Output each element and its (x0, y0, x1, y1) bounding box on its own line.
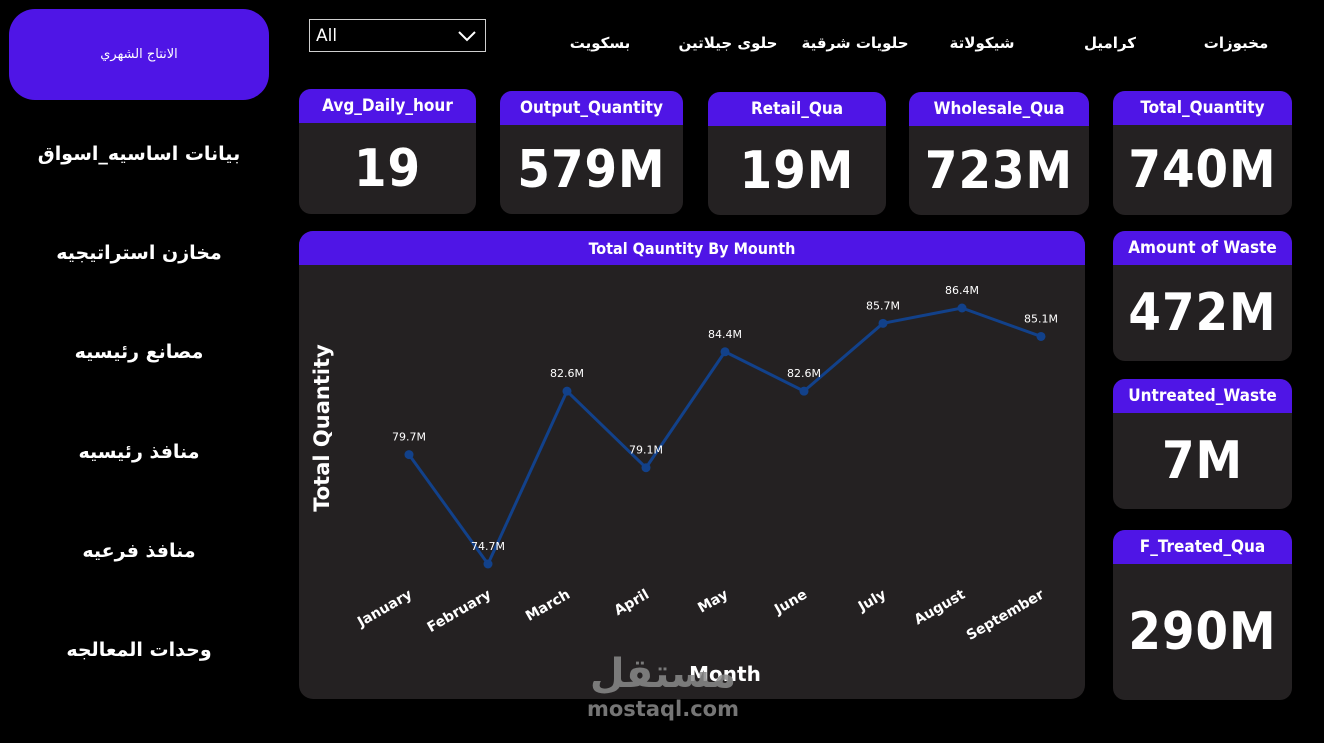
data-point[interactable] (957, 303, 967, 313)
kpi-card-avg-daily-hour: Avg_Daily_hour 19 (299, 89, 476, 214)
nav-item-main-factories[interactable]: مصانع رئيسيه (20, 332, 258, 372)
data-label: 84.4M (708, 328, 742, 341)
kpi-value: 7M (1161, 431, 1244, 491)
filter-selected-value: All (316, 25, 338, 46)
kpi-title: Retail_Qua (708, 92, 886, 126)
nav-item-label: وحدات المعالجه (66, 639, 212, 661)
data-point[interactable] (799, 386, 809, 396)
x-tick-label: September (964, 587, 1047, 644)
nav-item-treatment-units[interactable]: وحدات المعالجه (20, 630, 258, 670)
kpi-title: Output_Quantity (500, 91, 683, 125)
nav-item-label: مصانع رئيسيه (74, 341, 204, 363)
watermark-arabic: مستقل (589, 651, 737, 697)
category-label: كراميل (1084, 34, 1136, 52)
category-label: حلوى جيلاتين (678, 34, 778, 52)
x-tick-label: February (425, 587, 494, 636)
series-line (407, 306, 1042, 566)
category-bakery[interactable]: مخبوزات (1198, 30, 1274, 56)
data-point[interactable] (562, 386, 572, 396)
kpi-title: Avg_Daily_hour (299, 89, 476, 123)
nav-item-strategic-warehouses[interactable]: مخازن استراتيجيه (20, 233, 258, 273)
nav-item-monthly-production[interactable]: الانتاج الشهري (9, 9, 269, 100)
y-axis-label: Total Quantity (310, 344, 334, 512)
kpi-value: 723M (924, 140, 1074, 201)
data-label: 85.7M (866, 299, 900, 312)
x-tick-label: March (523, 587, 573, 625)
x-tick-label: April (612, 587, 652, 620)
chart-title: Total Qauntity By Mounth (299, 231, 1085, 265)
kpi-value: 19M (739, 140, 855, 201)
data-label: 74.7M (471, 540, 505, 553)
kpi-card-total-quantity: Total_Quantity 740M (1113, 91, 1292, 215)
kpi-card-output-quantity: Output_Quantity 579M (500, 91, 683, 214)
nav-item-markets-basic-data[interactable]: بيانات اساسيه_اسواق (20, 134, 258, 174)
kpi-title: Untreated_Waste (1113, 379, 1292, 413)
data-point[interactable] (483, 559, 493, 569)
category-chocolate[interactable]: شيكولاتة (944, 30, 1020, 56)
x-tick-label: June (771, 587, 810, 619)
category-label: شيكولاتة (949, 34, 1015, 52)
data-label: 85.1M (1024, 312, 1058, 325)
data-label: 86.4M (945, 284, 979, 297)
kpi-card-amount-of-waste: Amount of Waste 472M (1113, 231, 1292, 361)
kpi-value: 579M (517, 139, 666, 200)
data-label: 82.6M (550, 367, 584, 380)
kpi-card-untreated-waste: Untreated_Waste 7M (1113, 379, 1292, 509)
data-label: 79.1M (629, 444, 663, 457)
nav-item-label: بيانات اساسيه_اسواق (37, 143, 241, 165)
kpi-value: 290M (1128, 602, 1277, 662)
data-point[interactable] (404, 450, 414, 460)
data-label: 82.6M (787, 367, 821, 380)
x-tick-label: July (855, 587, 889, 616)
x-axis-label: Month (689, 662, 761, 686)
chevron-down-icon (458, 30, 476, 41)
category-oriental-sweets[interactable]: حلويات شرقية (800, 30, 910, 56)
data-point[interactable] (641, 463, 651, 473)
x-tick-label: January (354, 587, 415, 631)
chart-card-total-quantity-by-month: Total Qauntity By Mounth Total Quantity … (299, 231, 1085, 699)
category-label: بسكويت (569, 34, 631, 52)
category-caramel[interactable]: كراميل (1078, 30, 1142, 56)
mostaql-watermark: مستقل mostaql.com (578, 650, 748, 730)
data-point[interactable] (878, 318, 888, 328)
nav-item-label: منافذ فرعيه (82, 540, 196, 562)
data-point[interactable] (720, 347, 730, 357)
kpi-value: 472M (1128, 283, 1277, 343)
filter-dropdown[interactable]: All (309, 19, 486, 52)
x-tick-label: May (695, 587, 731, 617)
kpi-card-wholesale-qua: Wholesale_Qua 723M (909, 92, 1089, 215)
category-gelatin-candy[interactable]: حلوى جيلاتين (676, 30, 780, 56)
nav-item-main-outlets[interactable]: منافذ رئيسيه (20, 432, 258, 472)
category-label: حلويات شرقية (801, 34, 909, 52)
category-biscuits[interactable]: بسكويت (560, 30, 640, 56)
category-label: مخبوزات (1203, 34, 1269, 52)
kpi-title: Total_Quantity (1113, 91, 1292, 125)
kpi-title: Amount of Waste (1113, 231, 1292, 265)
kpi-card-f-treated-qua: F_Treated_Qua 290M (1113, 530, 1292, 700)
nav-item-label: مخازن استراتيجيه (56, 242, 222, 264)
nav-item-label: الانتاج الشهري (100, 47, 178, 62)
nav-item-label: منافذ رئيسيه (78, 441, 200, 463)
x-tick-label: August (912, 586, 969, 628)
watermark-latin: mostaql.com (587, 697, 739, 721)
data-point[interactable] (1036, 331, 1046, 341)
nav-item-branch-outlets[interactable]: منافذ فرعيه (20, 531, 258, 571)
kpi-title: Wholesale_Qua (909, 92, 1089, 126)
data-label: 79.7M (392, 431, 426, 444)
kpi-title: F_Treated_Qua (1113, 530, 1292, 564)
kpi-value: 19 (353, 138, 422, 199)
kpi-card-retail-qua: Retail_Qua 19M (708, 92, 886, 215)
line-chart: Total Quantity Month 79.7M January 74.7M Fe… (310, 284, 1058, 686)
kpi-value: 740M (1128, 140, 1277, 200)
